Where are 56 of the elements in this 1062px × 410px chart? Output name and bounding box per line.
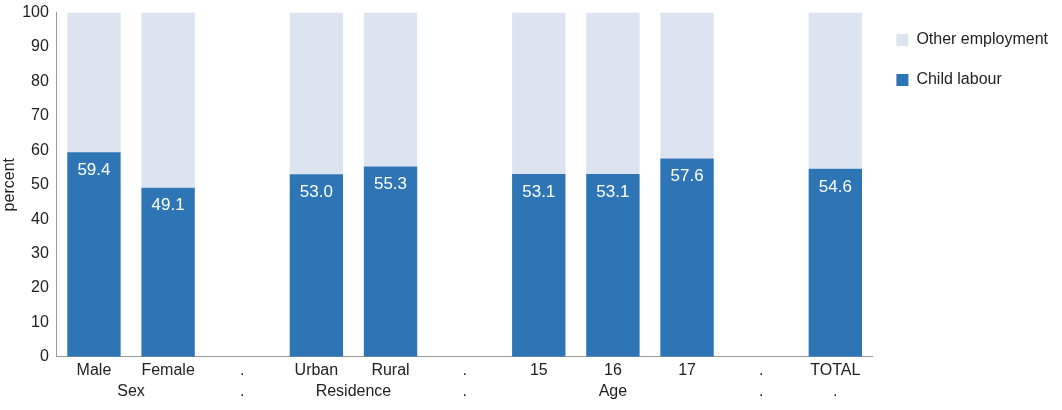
x-tick-label: Urban [294,360,339,378]
bar [67,12,121,153]
bar [289,174,344,357]
y-tick-label: 70 [31,106,49,124]
bar [512,174,566,357]
y-tick-label: 20 [31,278,49,296]
x-tick-label: TOTAL [810,360,861,378]
y-tick-label: 30 [31,243,49,261]
bar [660,12,714,159]
y-tick-label: 60 [31,140,49,158]
x-tick-label: . [758,360,764,378]
text: . [833,382,838,400]
y-tick-label: 80 [31,71,49,89]
data-label: 59.4 [77,160,111,180]
data-label: 49.1 [151,195,185,215]
text: . [240,382,245,400]
x-tick-label: 17 [678,360,697,378]
bar [289,12,344,175]
text: . [758,382,764,400]
x-tick-label: 16 [604,360,622,378]
bar [808,168,863,357]
bar [808,12,863,169]
data-label: 53.1 [522,181,556,201]
x-tick-label: Rural [371,360,410,378]
bar [586,12,640,175]
bar [363,166,418,357]
bar [660,158,714,357]
data-label: 55.3 [373,174,408,194]
y-axis-title: percent [0,157,18,212]
x-tick-label: . [462,360,467,378]
legend-label: Child labour [916,70,1003,88]
bar [586,174,640,357]
x-tick-label: 15 [529,360,548,378]
bar [141,187,195,357]
data-label: 54.6 [818,176,852,196]
text: . [462,382,467,400]
bar [67,152,121,357]
text: Age [598,382,628,400]
y-tick-label: 50 [31,175,49,193]
y-tick-label: 10 [31,312,49,330]
y-tick-label: 40 [31,209,49,227]
x-tick-label: . [240,360,245,378]
bar [512,12,566,175]
x-tick-label: Female [141,360,195,378]
bar [141,12,195,188]
y-tick-label: 100 [22,3,49,21]
x-tick-label: Male [76,360,112,378]
data-label: 57.6 [670,166,704,186]
text: Sex [117,382,145,400]
text: Residence [315,382,392,400]
y-tick-label: 0 [39,347,49,365]
legend-label: Other employment [916,30,1049,48]
y-tick-label: 90 [31,37,49,55]
bar [363,12,418,167]
data-label: 53.1 [596,181,630,201]
data-label: 53.0 [299,182,333,202]
